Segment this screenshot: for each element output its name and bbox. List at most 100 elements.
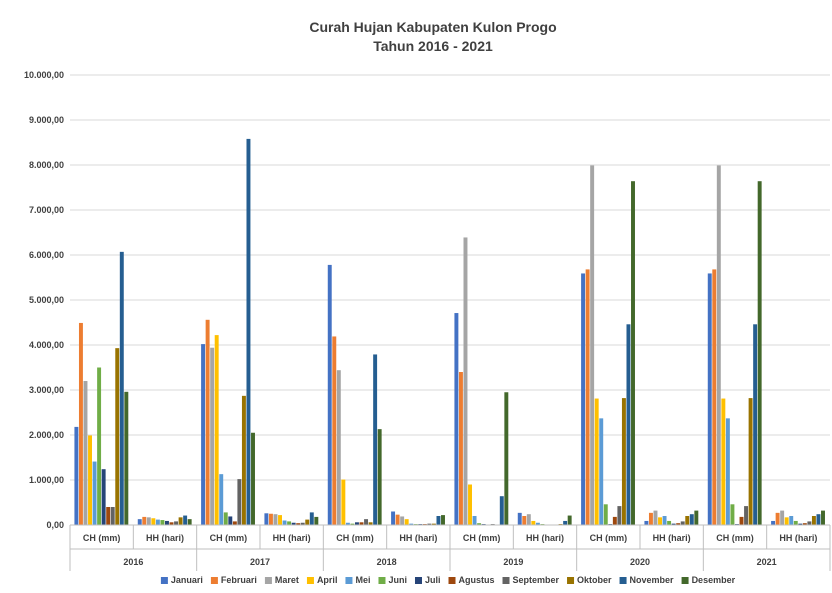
bar-april [341,479,346,525]
chart-title: Curah Hujan Kabupaten Kulon Progo [309,19,556,35]
bar-september [617,506,622,525]
bar-november [119,251,124,525]
x-category-label: HH (hari) [653,533,691,543]
bar-maret [146,517,151,525]
bar-maret [780,510,785,525]
chart-subtitle: Tahun 2016 - 2021 [373,38,493,54]
bar-april [88,435,92,525]
bar-juni [223,512,228,525]
bar-februari [205,319,210,525]
bar-oktober [115,348,120,525]
bar-november [499,496,504,525]
bar-juni [477,523,482,525]
bars-layer [74,138,825,525]
legend-swatch [619,577,627,584]
bar-januari [644,520,649,525]
bar-desember [631,181,635,525]
bar-november [689,514,694,525]
bar-april [784,517,789,525]
legend-item: Maret [264,575,299,585]
bar-mei [789,516,794,525]
bar-februari [648,512,653,525]
bar-april [278,515,282,525]
legend-label: Februari [221,575,257,585]
bar-januari [771,520,776,525]
bar-oktober [241,395,246,525]
bar-juni [287,521,292,525]
bar-september [680,521,685,525]
legend-label: Januari [171,575,203,585]
bar-mei [282,520,287,525]
bar-januari [517,512,522,525]
bar-februari [522,516,527,525]
legend-item: Mei [345,575,370,585]
legend-item: November [619,575,674,585]
x-year-label: 2018 [377,557,397,567]
legend: Januari Februari Maret April Mei Juni Juli Agus… [160,575,736,585]
y-tick-label: 4.000,00 [29,340,64,350]
legend-item: Januari [160,575,203,585]
x-category-label: CH (mm) [83,533,121,543]
legend-swatch [160,577,168,584]
legend-swatch [210,577,218,584]
bar-juni [793,520,798,525]
y-tick-label: 1.000,00 [29,475,64,485]
bar-oktober [621,398,626,525]
bar-mei [155,519,160,525]
bar-oktober [748,398,753,525]
bar-oktober [431,523,436,525]
legend-swatch [681,577,689,584]
legend-item: April [306,575,337,585]
x-category-label: HH (hari) [146,533,184,543]
bar-agustus [169,522,174,525]
bar-januari [264,513,269,525]
y-tick-label: 2.000,00 [29,430,64,440]
x-category-label: HH (hari) [779,533,817,543]
bar-juli [291,522,296,525]
bar-juli [101,469,106,525]
bar-februari [458,372,463,525]
bar-maret [716,165,721,525]
legend-swatch [345,577,353,584]
legend-item: Juni [378,575,407,585]
bar-januari [74,426,79,525]
legend-label: Desember [692,575,736,585]
bar-desember [124,391,129,525]
legend-swatch [414,577,422,584]
bar-februari [712,269,717,525]
axis-layer: 0,00 1.000,00 2.000,00 3.000,00 4.000,00 5.00… [24,70,831,571]
legend-swatch [264,577,272,584]
bar-november [183,515,188,525]
legend-item: Oktober [567,575,612,585]
bar-agustus [106,507,111,525]
bar-mei [345,522,350,525]
bar-mei [472,516,477,525]
bar-mei [725,418,730,525]
grid-layer [70,74,830,526]
y-tick-label: 10.000,00 [24,70,64,80]
bar-desember [694,510,699,525]
bar-juni [603,504,608,525]
bar-agustus [296,523,301,525]
x-category-label: HH (hari) [273,533,311,543]
bar-juni [97,367,102,525]
bar-oktober [811,516,816,525]
bar-september [807,521,812,525]
legend-item: Agustus [448,575,495,585]
bar-mei [535,522,540,525]
bar-juni [730,504,735,525]
bar-mei [662,516,667,525]
y-tick-label: 3.000,00 [29,385,64,395]
legend-label: Agustus [459,575,495,585]
bar-mei [219,474,224,525]
bar-februari [78,322,83,525]
bar-desember [377,429,382,525]
legend-item: Juli [414,575,441,585]
bar-oktober [368,522,373,525]
bar-februari [332,336,337,525]
legend-label: Juni [388,575,407,585]
x-year-label: 2019 [503,557,523,567]
bar-juli [671,523,676,525]
bar-maret [526,514,531,525]
x-year-label: 2021 [757,557,777,567]
